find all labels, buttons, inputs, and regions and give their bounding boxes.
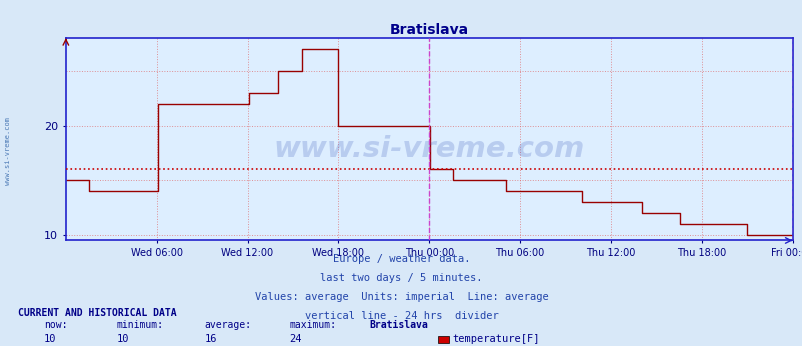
Text: vertical line - 24 hrs  divider: vertical line - 24 hrs divider [304, 311, 498, 321]
Text: CURRENT AND HISTORICAL DATA: CURRENT AND HISTORICAL DATA [18, 308, 176, 318]
Text: Europe / weather data.: Europe / weather data. [332, 254, 470, 264]
Text: now:: now: [44, 320, 67, 330]
Text: 10: 10 [116, 334, 129, 344]
Text: maximum:: maximum: [289, 320, 336, 330]
Text: temperature[F]: temperature[F] [452, 334, 539, 344]
Title: Bratislava: Bratislava [389, 23, 468, 37]
Text: 16: 16 [205, 334, 217, 344]
Text: 24: 24 [289, 334, 302, 344]
Text: last two days / 5 minutes.: last two days / 5 minutes. [320, 273, 482, 283]
Text: www.si-vreme.com: www.si-vreme.com [273, 135, 584, 163]
Text: www.si-vreme.com: www.si-vreme.com [5, 117, 11, 184]
Text: average:: average: [205, 320, 252, 330]
Text: minimum:: minimum: [116, 320, 164, 330]
Text: Bratislava: Bratislava [369, 320, 427, 330]
Text: 10: 10 [44, 334, 57, 344]
Text: Values: average  Units: imperial  Line: average: Values: average Units: imperial Line: av… [254, 292, 548, 302]
